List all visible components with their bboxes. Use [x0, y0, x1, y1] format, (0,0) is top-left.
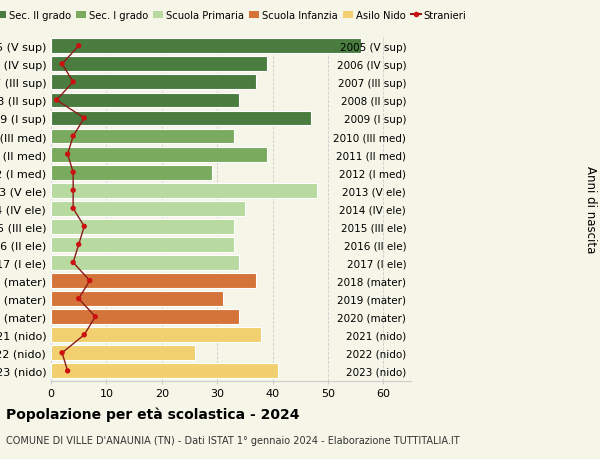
- Bar: [51, 112, 311, 126]
- Point: [57, 61, 67, 68]
- Point: [68, 205, 78, 213]
- Bar: [51, 256, 239, 270]
- Point: [68, 259, 78, 267]
- Point: [91, 313, 100, 321]
- Point: [74, 43, 83, 50]
- Bar: [51, 202, 245, 216]
- Bar: [51, 57, 267, 72]
- Point: [74, 241, 83, 249]
- Bar: [51, 219, 234, 234]
- Point: [85, 277, 95, 285]
- Text: COMUNE DI VILLE D'ANAUNIA (TN) - Dati ISTAT 1° gennaio 2024 - Elaborazione TUTTI: COMUNE DI VILLE D'ANAUNIA (TN) - Dati IS…: [6, 435, 460, 445]
- Point: [57, 349, 67, 357]
- Text: Anni di nascita: Anni di nascita: [584, 165, 597, 252]
- Bar: [51, 274, 256, 288]
- Legend: Sec. II grado, Sec. I grado, Scuola Primaria, Scuola Infanzia, Asilo Nido, Stran: Sec. II grado, Sec. I grado, Scuola Prim…: [0, 7, 470, 25]
- Point: [68, 169, 78, 176]
- Bar: [51, 75, 256, 90]
- Point: [52, 97, 61, 104]
- Point: [79, 115, 89, 123]
- Point: [74, 295, 83, 302]
- Point: [63, 367, 73, 375]
- Bar: [51, 346, 195, 360]
- Bar: [51, 93, 239, 108]
- Bar: [51, 129, 234, 144]
- Point: [68, 133, 78, 140]
- Point: [79, 331, 89, 339]
- Bar: [51, 310, 239, 325]
- Bar: [51, 39, 361, 54]
- Text: Popolazione per età scolastica - 2024: Popolazione per età scolastica - 2024: [6, 406, 299, 421]
- Bar: [51, 147, 267, 162]
- Bar: [51, 328, 262, 342]
- Bar: [51, 291, 223, 306]
- Bar: [51, 184, 317, 198]
- Point: [68, 79, 78, 86]
- Point: [63, 151, 73, 158]
- Bar: [51, 165, 212, 180]
- Bar: [51, 364, 278, 379]
- Bar: [51, 237, 234, 252]
- Point: [79, 223, 89, 230]
- Point: [68, 187, 78, 195]
